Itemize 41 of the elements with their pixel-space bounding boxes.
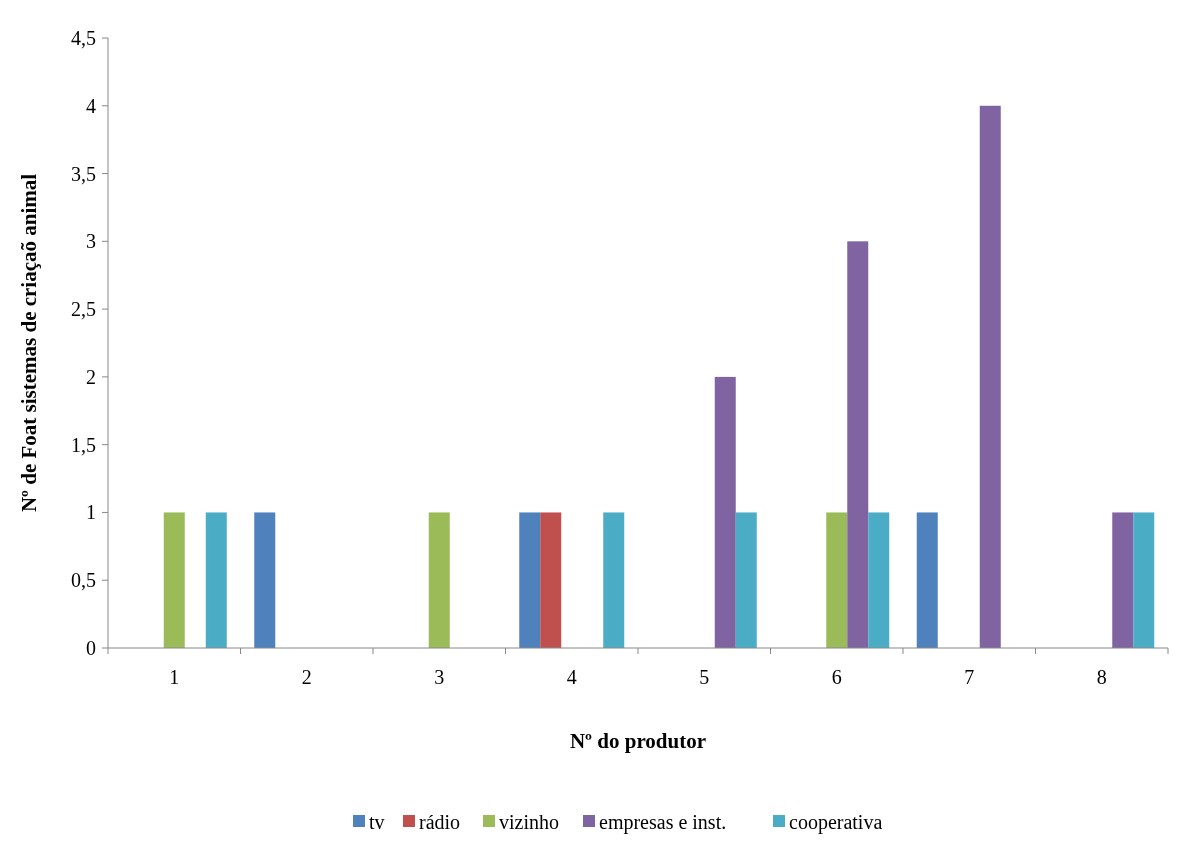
x-axis-title: Nº do produtor <box>569 729 707 753</box>
y-axis-title: Nº de Foat sistemas de criaçaõ animal <box>17 173 41 513</box>
x-tick-label: 3 <box>434 666 445 688</box>
bar <box>1112 512 1134 648</box>
legend-label: rádio <box>419 811 461 833</box>
y-tick-label: 1 <box>86 501 96 524</box>
bar <box>979 105 1001 648</box>
y-tick-label: 4,5 <box>71 27 96 49</box>
legend-label: empresas e inst. <box>599 811 727 834</box>
x-tick-label: 4 <box>566 666 577 688</box>
x-tick-label: 1 <box>169 666 180 688</box>
bar <box>1133 512 1155 648</box>
legend-label: cooperativa <box>789 811 883 834</box>
x-tick-label: 7 <box>964 666 975 688</box>
x-tick-label: 5 <box>699 666 710 688</box>
bar <box>714 376 736 648</box>
y-tick-label: 1,5 <box>71 433 96 456</box>
x-tick-label: 8 <box>1096 666 1107 688</box>
bar <box>519 512 541 648</box>
x-tick-label: 2 <box>301 666 312 688</box>
bar <box>916 512 938 648</box>
bar <box>254 512 276 648</box>
bar <box>868 512 890 648</box>
x-tick-label: 6 <box>831 666 842 688</box>
y-tick-label: 3,5 <box>71 162 96 185</box>
bar <box>826 512 848 648</box>
bar <box>163 512 185 648</box>
y-tick-label: 0 <box>86 637 96 659</box>
bar <box>205 512 227 648</box>
y-tick-label: 3 <box>86 230 96 253</box>
y-tick-label: 0,5 <box>71 569 96 592</box>
legend-label: vizinho <box>499 811 559 833</box>
bar <box>428 512 450 648</box>
legend-label: tv <box>369 811 385 833</box>
bar <box>603 512 625 648</box>
y-tick-label: 2 <box>86 365 96 388</box>
bar <box>540 512 562 648</box>
bar <box>847 241 869 648</box>
y-tick-label: 4 <box>86 94 96 117</box>
bar <box>735 512 757 648</box>
y-tick-label: 2,5 <box>71 298 96 321</box>
